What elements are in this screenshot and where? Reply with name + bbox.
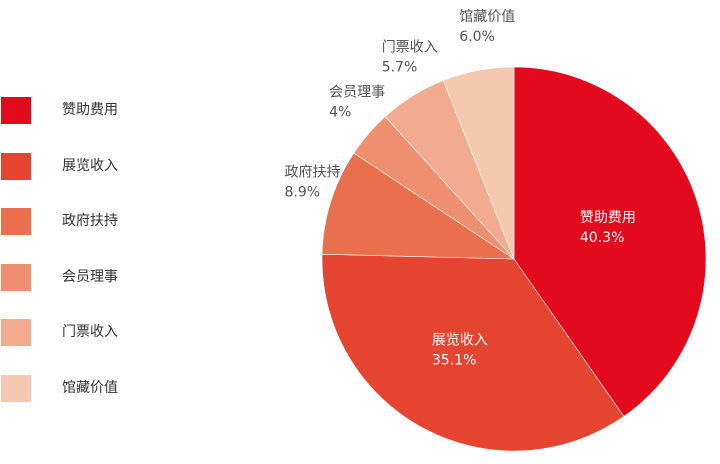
legend-swatch (1, 208, 31, 235)
pie-slice-exhibition (321, 253, 625, 452)
legend-item-collection: 馆藏价值 (0, 374, 200, 402)
legend-swatch (1, 263, 31, 291)
legend-label: 馆藏价值 (62, 379, 118, 396)
slice-label-government: 政府扶持 (285, 165, 341, 181)
legend-label: 展览收入 (62, 157, 118, 174)
slice-label-members: 会员理事 (329, 84, 385, 100)
legend-label: 会员理事 (62, 268, 118, 285)
pie-slice-sponsorship (513, 66, 707, 417)
legend-label: 赞助费用 (62, 102, 118, 118)
slice-value-collection: 6.0% (459, 29, 495, 45)
slice-label-exhibition: 展览收入 (432, 332, 488, 348)
pie-slice-government (321, 152, 516, 260)
legend-item-tickets: 门票收入 (0, 319, 200, 346)
legend-label: 政府扶持 (62, 213, 118, 229)
legend-item-government: 政府扶持 (0, 208, 200, 235)
slice-label-sponsorship: 赞助费用 (580, 210, 636, 226)
slice-value-government: 8.9% (285, 185, 321, 201)
legend-swatch (1, 319, 31, 346)
slice-value-members: 4% (329, 104, 351, 120)
legend-swatch (1, 97, 31, 124)
slice-label-collection: 馆藏价值 (459, 9, 515, 25)
legend-label: 门票收入 (62, 324, 118, 340)
slice-value-sponsorship: 40.3% (580, 230, 624, 246)
chart-legend: 赞助费用 展览收入 政府扶持 会员理事 门票收入 馆藏价值 (0, 97, 200, 430)
legend-item-exhibition: 展览收入 (0, 152, 200, 180)
pie-slice-collection (442, 66, 515, 260)
slice-value-exhibition: 35.1% (432, 352, 476, 368)
legend-item-members: 会员理事 (0, 263, 200, 291)
slice-value-tickets: 5.7% (382, 59, 418, 75)
slice-label-tickets: 门票收入 (382, 39, 438, 55)
legend-swatch (1, 152, 31, 180)
legend-item-sponsorship: 赞助费用 (0, 97, 200, 124)
legend-swatch (1, 374, 31, 402)
